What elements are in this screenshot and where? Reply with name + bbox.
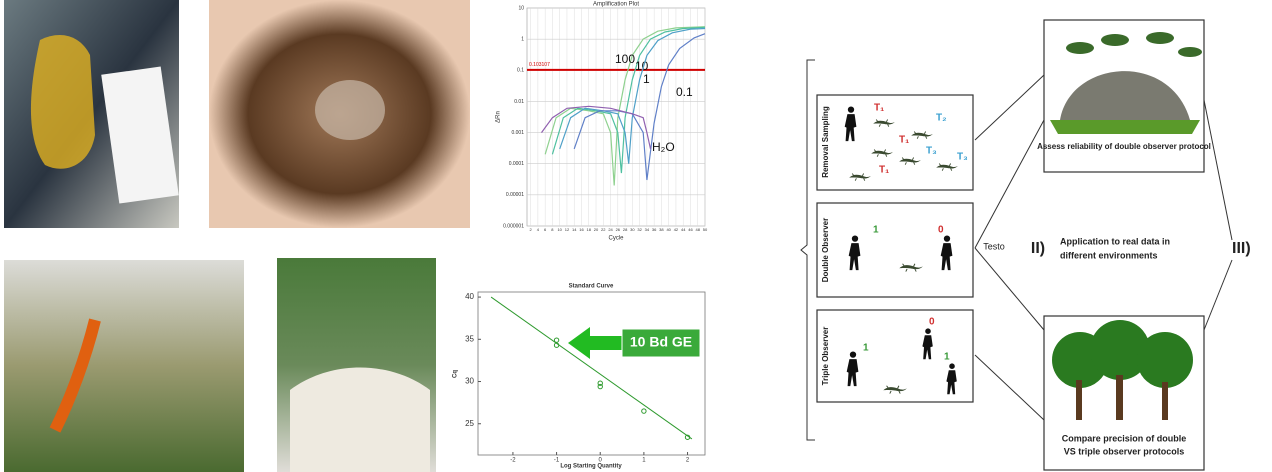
step1-caption: Assess reliability of double observer pr…: [1037, 142, 1211, 151]
y-tick-label: 0.01: [514, 99, 524, 105]
std-y-label: Cq: [453, 370, 459, 378]
fit-line: [491, 297, 692, 439]
annotation: 10 Bd GE: [630, 334, 692, 350]
step2-text: different environments: [1060, 250, 1158, 260]
arrow: [1204, 260, 1232, 330]
x-tick-label: 22: [601, 227, 606, 232]
protocol-label: Removal Sampling: [821, 106, 830, 178]
bracket: [801, 60, 815, 440]
photo-eye-ring: [315, 80, 385, 140]
step4-caption: VS triple observer protocols: [1064, 446, 1185, 456]
curve-label: 100: [615, 52, 635, 66]
x-tick-label: 30: [630, 227, 635, 232]
y-tick-label: 0.00001: [506, 192, 524, 198]
testo: Testo: [983, 241, 1005, 251]
y-tick-label: 25: [465, 419, 474, 428]
x-tick-label: 10: [557, 227, 562, 232]
figure: Amplification Plot Cycle ΔRn Standard Cu…: [0, 0, 1272, 472]
y-tick-label: 40: [465, 292, 474, 301]
x-tick-label: 1: [642, 458, 646, 464]
step4-caption: Compare precision of double: [1062, 433, 1187, 443]
y-tick-label: 1: [521, 36, 524, 42]
icon-ground: [1050, 120, 1200, 134]
x-tick-label: 14: [572, 227, 577, 232]
curve-label: 1: [643, 72, 650, 86]
amp-x-label: Cycle: [608, 236, 624, 242]
x-tick-label: 26: [616, 227, 621, 232]
y-tick-label: 0.000001: [503, 223, 524, 229]
curve-label: 0.1: [676, 85, 693, 99]
x-tick-label: 34: [645, 227, 650, 232]
protocol-label: Double Observer: [821, 218, 830, 282]
step2-text: Application to real data in: [1060, 236, 1170, 246]
x-tick-label: -2: [510, 458, 516, 464]
photo-glove: [290, 368, 430, 472]
std-x-label: Log Starting Quantity: [560, 464, 622, 470]
x-tick-label: 12: [565, 227, 570, 232]
data-point: [554, 338, 558, 342]
photo-newt: [4, 260, 244, 472]
tag: T₃: [957, 152, 968, 163]
tag: 0: [929, 317, 935, 328]
photo-toad-body: [31, 35, 95, 169]
arrow: [975, 75, 1044, 140]
x-tick-label: 16: [579, 227, 584, 232]
x-tick-label: 2: [686, 458, 690, 464]
tag: T₃: [926, 146, 937, 157]
x-tick-label: -1: [554, 458, 560, 464]
y-tick-label: 0.1: [517, 68, 524, 74]
step2-number: II): [1031, 240, 1045, 257]
threshold-label: 0.103107: [529, 62, 550, 68]
x-tick-label: 50: [703, 227, 708, 232]
x-tick-label: 36: [652, 227, 657, 232]
y-tick-label: 0.001: [511, 130, 524, 136]
tag: 0: [938, 225, 944, 236]
x-tick-label: 24: [608, 227, 613, 232]
tag: T₁: [899, 135, 909, 146]
x-tick-label: 20: [594, 227, 599, 232]
tag: 1: [873, 225, 879, 236]
curve-label: H₂O: [652, 140, 675, 154]
x-tick-label: 42: [674, 227, 679, 232]
data-point: [642, 409, 646, 413]
x-tick-label: 48: [696, 227, 701, 232]
arrow: [1204, 100, 1232, 240]
x-tick-label: 38: [659, 227, 664, 232]
step3-number: III): [1232, 240, 1251, 257]
y-tick-label: 35: [465, 334, 474, 343]
y-tick-label: 30: [465, 377, 474, 386]
tag: T₁: [879, 165, 889, 176]
tag: 1: [944, 352, 950, 363]
page: {"amplification_plot":{"title":"Amplific…: [0, 0, 1272, 472]
arrow: [975, 355, 1044, 420]
x-tick-label: 18: [587, 227, 592, 232]
arrow: [975, 248, 1044, 330]
amp-title: Amplification Plot: [593, 2, 639, 8]
tag: T₂: [936, 113, 947, 124]
x-tick-label: 28: [623, 227, 628, 232]
x-tick-label: 40: [666, 227, 671, 232]
y-tick-label: 0.0001: [509, 161, 525, 167]
y-tick-label: 10: [518, 5, 524, 11]
annotation-arrow: [568, 327, 624, 359]
std-title: Standard Curve: [569, 284, 614, 290]
box-removal: [817, 95, 973, 190]
tag: T₁: [874, 103, 884, 114]
protocol-label: Triple Observer: [821, 327, 830, 386]
x-tick-label: 44: [681, 227, 686, 232]
arrow: [975, 120, 1044, 248]
tag: 1: [863, 343, 869, 354]
std-plot-area: [478, 292, 705, 455]
x-tick-label: 32: [637, 227, 642, 232]
x-tick-label: 46: [688, 227, 693, 232]
amp-y-label: ΔRn: [496, 111, 502, 123]
